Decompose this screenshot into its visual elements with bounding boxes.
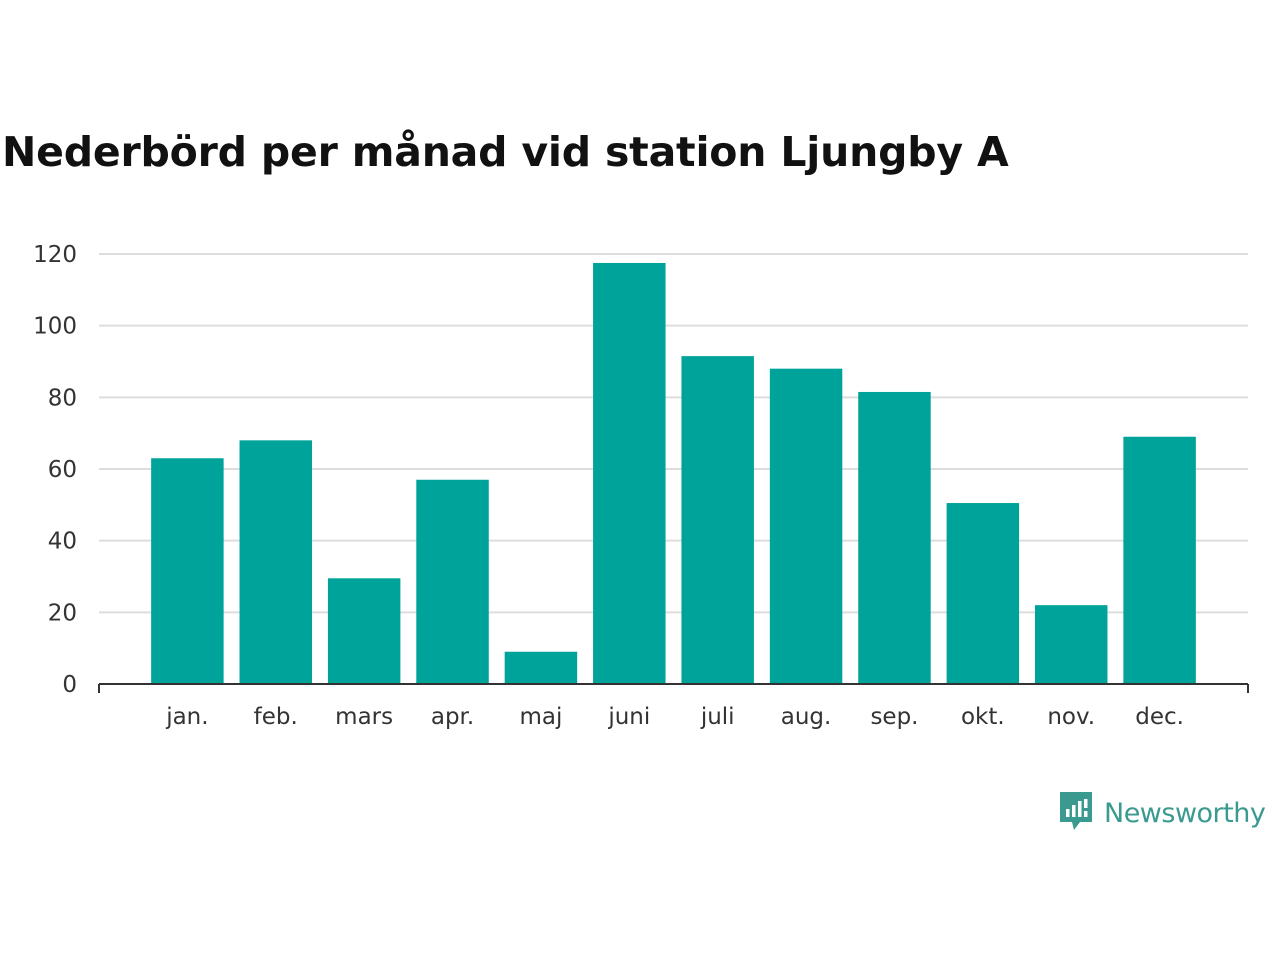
x-tick-label: mars [335, 704, 393, 730]
chart-title: Nederbörd per månad vid station Ljungby … [2, 128, 1009, 176]
y-tick-label: 40 [48, 529, 77, 555]
y-tick-label: 0 [62, 672, 77, 698]
bar-sep [858, 391, 931, 684]
bar-apr [416, 479, 489, 684]
y-tick-label: 100 [33, 314, 77, 340]
x-axis-tick-labels: jan. feb. mars apr. maj juni juli aug. sep. okt. n… [165, 704, 1184, 730]
x-tick-label: maj [519, 704, 562, 730]
y-tick-label: 60 [48, 457, 77, 483]
brand-name: Newsworthy [1104, 797, 1266, 829]
bar-dec [1123, 436, 1196, 684]
x-tick-label: feb. [254, 704, 298, 730]
bars [151, 262, 1196, 684]
newsworthy-logo-icon [1060, 792, 1092, 830]
bar-nov [1034, 605, 1108, 684]
x-tick-label: nov. [1047, 704, 1095, 730]
x-tick-label: sep. [870, 704, 918, 730]
x-tick-label: dec. [1135, 704, 1184, 730]
x-tick-label: okt. [961, 704, 1005, 730]
bar-aug [769, 368, 843, 684]
bar-feb [239, 440, 313, 684]
bar-juni [593, 262, 666, 684]
x-axis [98, 683, 1249, 693]
bar-mars [327, 578, 401, 684]
newsworthy-logo: Newsworthy [1058, 790, 1266, 836]
bar-okt [946, 503, 1020, 684]
x-tick-label: juni [607, 704, 650, 730]
y-tick-label: 120 [33, 242, 77, 268]
y-axis-tick-labels: 0 20 40 60 80 100 120 [33, 242, 77, 698]
bar-juli [681, 356, 754, 684]
x-tick-label: aug. [781, 704, 832, 730]
y-tick-label: 80 [48, 385, 77, 411]
bar-maj [504, 651, 578, 684]
bar-jan [151, 458, 224, 684]
x-tick-label: jan. [165, 704, 208, 730]
x-tick-label: juli [700, 704, 735, 730]
y-tick-label: 20 [48, 600, 77, 626]
x-tick-label: apr. [431, 704, 474, 730]
